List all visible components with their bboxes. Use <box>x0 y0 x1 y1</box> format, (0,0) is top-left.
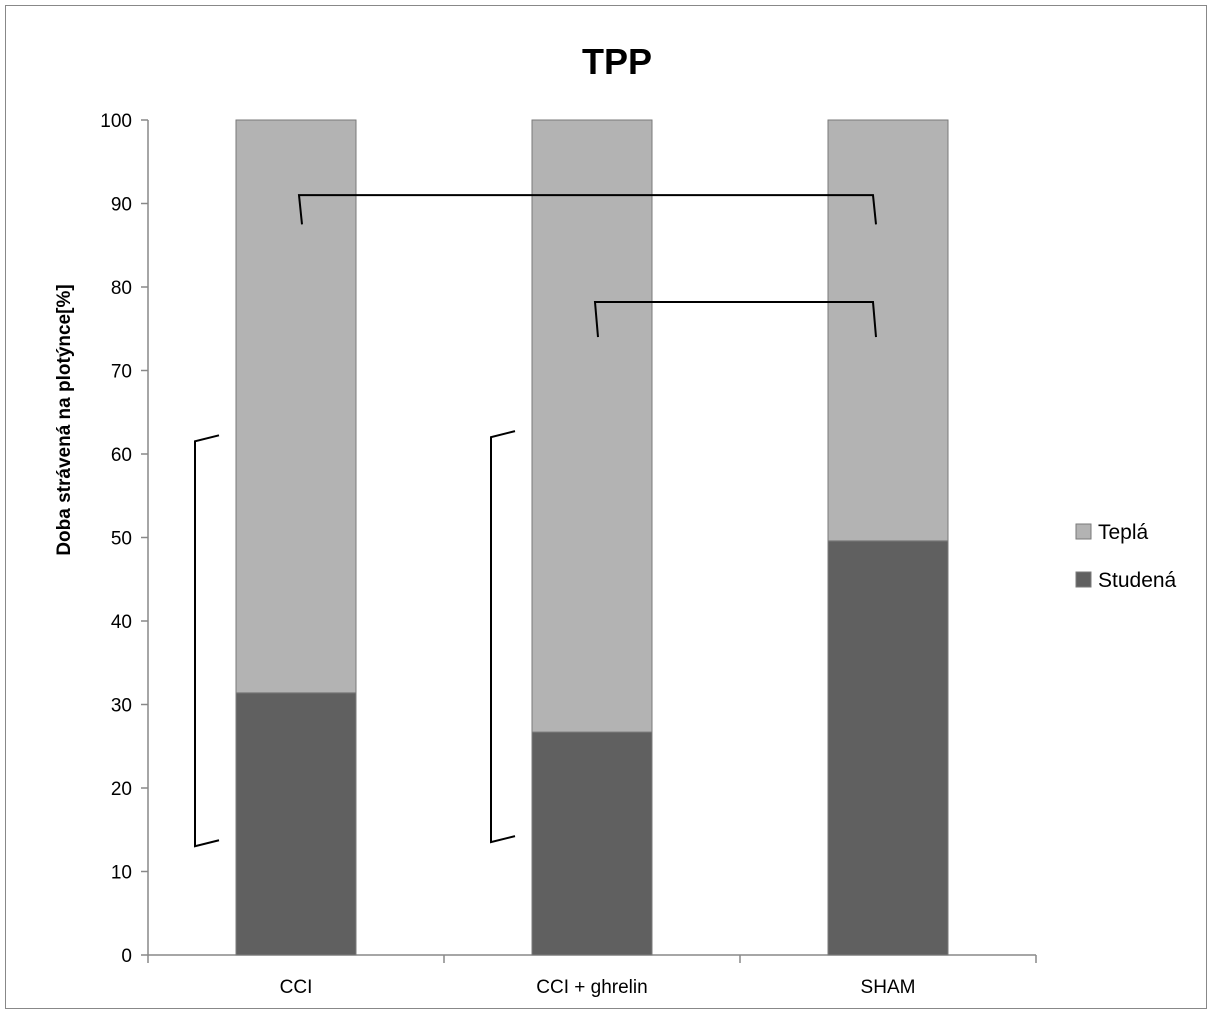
y-tick-label: 100 <box>100 111 132 132</box>
y-tick-label: 80 <box>111 278 132 299</box>
bar-studen- <box>531 731 653 956</box>
significance-bracket <box>593 301 877 338</box>
chart-title: TPP <box>582 41 652 82</box>
x-tick-label: CCI <box>280 977 313 998</box>
bar-studen- <box>235 692 357 956</box>
legend-label: Teplá <box>1098 521 1149 544</box>
legend-swatch <box>1075 523 1092 540</box>
y-tick-label: 50 <box>111 529 132 550</box>
y-tick-label: 20 <box>111 779 132 800</box>
legend: Teplá Studená <box>1075 521 1177 592</box>
x-tick-label: SHAM <box>861 977 916 998</box>
significance-bracket <box>194 434 220 848</box>
bar-tepl- <box>531 119 653 733</box>
bar-tepl- <box>827 119 949 542</box>
significance-bracket <box>297 194 877 225</box>
bar-tepl- <box>235 119 357 694</box>
y-tick-label: 60 <box>111 445 132 466</box>
y-tick-label: 40 <box>111 612 132 633</box>
legend-label: Studená <box>1098 569 1177 592</box>
y-tick-label: 90 <box>111 195 132 216</box>
y-tick-label: 10 <box>111 863 132 884</box>
significance-bracket <box>490 430 516 844</box>
plot-area: 0 10 20 30 40 50 60 70 80 90 100 CCI CCI + ghrelin SH… <box>100 111 1037 998</box>
y-axis-label: Doba strávená na plotýnce[%] <box>54 284 75 555</box>
y-tick-label: 30 <box>111 696 132 717</box>
bar-studen- <box>827 540 949 956</box>
y-tick-label: 70 <box>111 362 132 383</box>
x-tick-label: CCI + ghrelin <box>536 977 647 998</box>
legend-swatch <box>1075 571 1092 588</box>
y-tick-label: 0 <box>121 946 132 967</box>
